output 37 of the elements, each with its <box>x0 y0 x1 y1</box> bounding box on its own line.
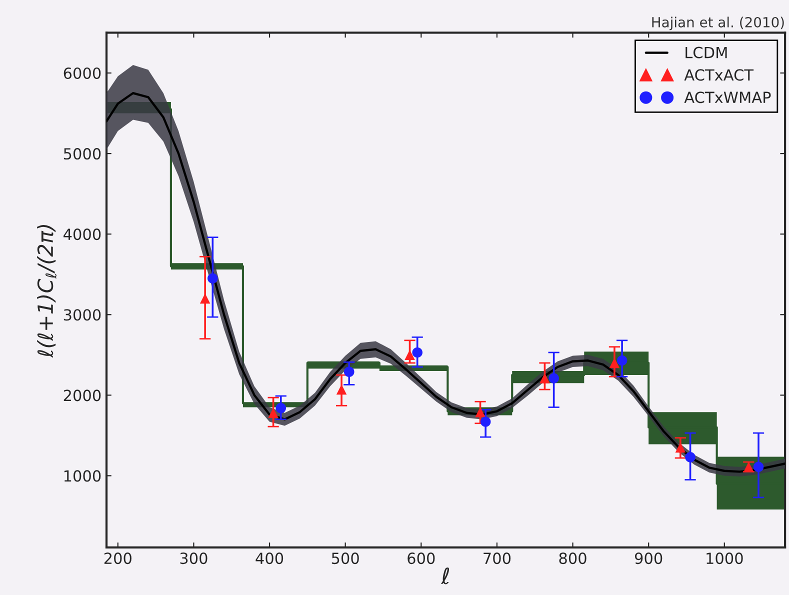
point <box>276 402 286 414</box>
point <box>208 273 218 284</box>
x-tick-label: 700 <box>484 552 511 564</box>
point <box>412 347 423 358</box>
legend-label: ACTxWMAP <box>684 92 771 104</box>
legend-label: ACTxACT <box>684 69 754 81</box>
y-axis-title: ℓ(ℓ+1)C$_{ℓ}$/(2π) <box>37 224 56 358</box>
point <box>268 408 278 418</box>
x-tick-label: 600 <box>408 552 435 564</box>
x-tick-label: 900 <box>634 552 662 564</box>
point <box>480 416 491 427</box>
y-tick-label: 4000 <box>64 228 101 240</box>
point <box>200 293 210 304</box>
point <box>548 373 559 384</box>
x-tick-label: 200 <box>104 552 132 564</box>
x-tick-label: 1000 <box>706 552 743 564</box>
y-tick-label: 1000 <box>64 470 101 482</box>
x-tick-label: 300 <box>180 552 208 564</box>
point <box>344 366 354 377</box>
point <box>336 384 347 395</box>
y-tick-label: 5000 <box>64 148 101 160</box>
x-tick-label: 500 <box>332 552 359 564</box>
x-tick-label: 400 <box>256 552 284 564</box>
point <box>404 350 415 360</box>
text: Hajian et al. (2010) <box>652 16 784 30</box>
point <box>540 373 550 384</box>
y-tick-label: 2000 <box>64 390 101 402</box>
point <box>609 358 620 368</box>
y-tick-label: 3000 <box>64 309 101 321</box>
x-axis-title: ℓ <box>440 567 450 584</box>
x-tick-label: 800 <box>559 552 586 564</box>
point <box>675 442 686 453</box>
point <box>685 452 696 462</box>
point <box>753 462 764 472</box>
y-tick-label: 6000 <box>64 67 101 80</box>
point <box>616 355 628 366</box>
legend-label: LCDM <box>686 46 727 58</box>
